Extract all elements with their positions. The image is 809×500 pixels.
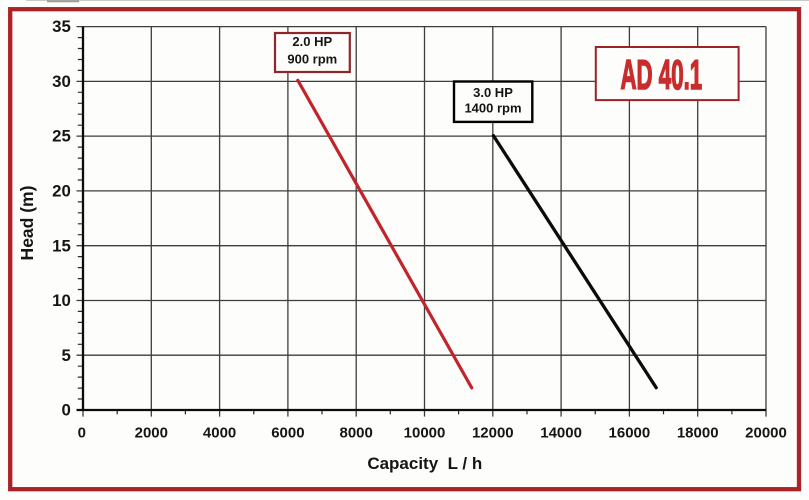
svg-text:0: 0 xyxy=(61,401,70,420)
svg-text:12000: 12000 xyxy=(472,424,514,441)
svg-text:0: 0 xyxy=(78,424,86,441)
svg-text:3.0 HP: 3.0 HP xyxy=(473,85,513,100)
svg-text:16000: 16000 xyxy=(609,424,651,441)
svg-text:20000: 20000 xyxy=(745,424,787,441)
svg-text:AD 40.1: AD 40.1 xyxy=(620,53,702,99)
svg-text:8000: 8000 xyxy=(340,424,373,441)
svg-text:20: 20 xyxy=(52,182,71,201)
svg-text:6000: 6000 xyxy=(271,424,304,441)
svg-text:1400 rpm: 1400 rpm xyxy=(464,101,521,116)
svg-text:5: 5 xyxy=(61,346,70,365)
svg-text:10: 10 xyxy=(52,291,71,310)
svg-text:15: 15 xyxy=(52,236,71,255)
svg-text:30: 30 xyxy=(52,72,71,91)
svg-text:2000: 2000 xyxy=(135,424,168,441)
svg-text:2.0 HP: 2.0 HP xyxy=(292,34,332,49)
svg-text:900 rpm: 900 rpm xyxy=(287,51,337,66)
svg-text:Capacity L / h: Capacity L / h xyxy=(367,454,482,473)
svg-text:25: 25 xyxy=(52,127,71,146)
svg-text:35: 35 xyxy=(52,17,71,36)
svg-text:4000: 4000 xyxy=(203,424,236,441)
svg-text:18000: 18000 xyxy=(677,424,719,441)
svg-text:14000: 14000 xyxy=(540,424,582,441)
svg-text:10000: 10000 xyxy=(404,424,446,441)
svg-text:Head (m): Head (m) xyxy=(17,186,37,261)
